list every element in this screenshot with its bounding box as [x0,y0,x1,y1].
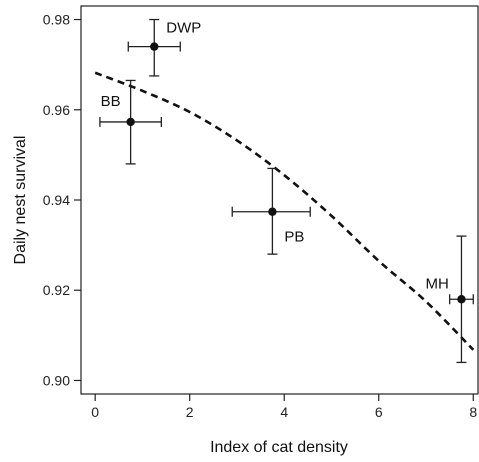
y-axis-title: Daily nest survival [12,136,29,265]
point-label: PB [284,229,304,246]
data-point-dwp: DWP [127,18,201,77]
y-tick-label: 0.98 [43,12,70,28]
y-tick-label: 0.90 [43,372,70,388]
point-marker [126,117,135,127]
x-tick-label: 8 [469,404,477,420]
x-axis-title: Index of cat density [210,439,348,456]
point-marker [268,207,277,216]
x-tick-label: 2 [186,404,194,420]
x-tick-label: 4 [280,404,288,420]
data-points: DWP BB PB MH [99,18,474,364]
x-tick-label: 6 [375,404,383,420]
fitted-trend-curve [94,71,475,351]
point-label: BB [101,93,121,110]
y-axis-ticks: 0.90 0.92 0.94 0.96 0.98 [43,12,81,388]
point-marker [457,295,466,304]
y-tick-label: 0.94 [43,192,70,208]
data-point-mh: MH [425,235,474,364]
y-tick-label: 0.96 [43,102,70,118]
data-point-bb: BB [99,79,162,165]
y-tick-label: 0.92 [43,282,70,298]
point-label: MH [425,275,448,292]
data-point-pb: PB [231,167,311,255]
x-tick-label: 0 [91,404,99,420]
point-marker [150,42,159,51]
plot-frame [80,5,479,395]
x-axis-ticks: 0 2 4 6 8 [91,394,477,420]
point-label: DWP [166,20,201,37]
